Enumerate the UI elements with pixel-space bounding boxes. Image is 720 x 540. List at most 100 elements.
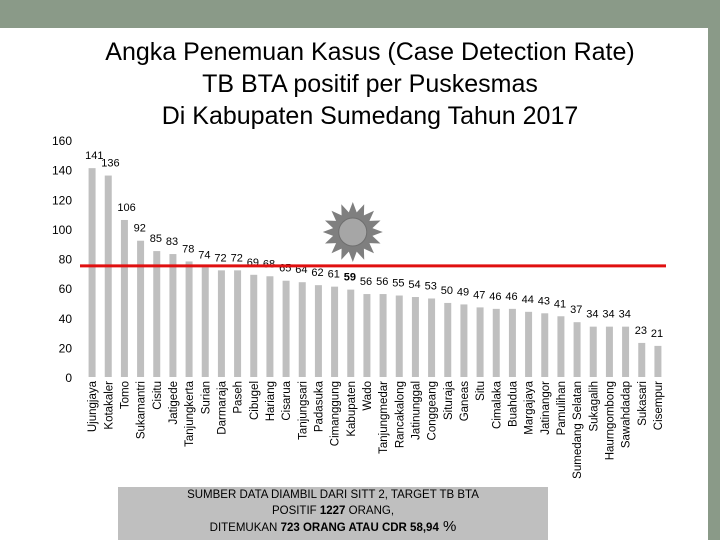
value-label: 78	[182, 243, 194, 255]
y-tick-label: 140	[52, 164, 72, 178]
y-tick-label: 80	[59, 253, 73, 267]
value-label: 136	[101, 158, 119, 170]
value-label: 37	[570, 304, 582, 316]
bar	[347, 289, 355, 377]
bar	[492, 308, 500, 377]
bar	[217, 270, 225, 377]
bar	[185, 261, 193, 377]
bar	[541, 313, 549, 377]
bar	[395, 295, 403, 377]
value-label: 50	[441, 285, 453, 297]
value-label: 41	[554, 298, 566, 310]
bar	[153, 251, 161, 377]
category-label: Jatinangor	[540, 381, 552, 435]
value-label: 56	[376, 276, 388, 288]
bar	[573, 322, 581, 377]
bar	[411, 297, 419, 377]
value-label: 49	[457, 286, 469, 298]
source-line-1: SUMBER DATA DIAMBIL DARI SITT 2, TARGET …	[187, 489, 479, 501]
bar	[557, 316, 565, 377]
badge-core	[338, 217, 368, 247]
value-label: 47	[473, 289, 485, 301]
category-label: Margajaya	[524, 380, 536, 434]
bar	[444, 302, 452, 377]
y-tick-label: 60	[59, 282, 73, 296]
bar	[169, 254, 177, 377]
category-label: Cisarua	[281, 380, 293, 420]
category-label: Tomo	[119, 381, 131, 409]
category-label: Sukasari	[637, 381, 649, 426]
value-label: 62	[311, 267, 323, 279]
bar	[460, 304, 468, 377]
y-tick-label: 40	[59, 312, 73, 326]
source-note: SUMBER DATA DIAMBIL DARI SITT 2, TARGET …	[118, 487, 548, 540]
category-label: Sumedang Selatan	[572, 381, 584, 479]
right-frame-bar	[708, 28, 720, 540]
category-label: Pamulihan	[556, 381, 568, 435]
bar	[266, 276, 274, 377]
value-label: 53	[425, 280, 437, 292]
value-label: 68	[263, 258, 275, 270]
bar	[201, 267, 209, 377]
value-label: 46	[505, 291, 517, 303]
bar	[120, 219, 128, 377]
category-label: Hariang	[265, 381, 277, 421]
category-labels: Ujungjaya Kotakaler Tomo Sukamantri Cisitu Ja…	[87, 380, 665, 478]
value-label: 34	[619, 309, 631, 321]
value-label: 43	[538, 295, 550, 307]
category-label: Jatinunggal	[410, 381, 422, 440]
category-label: Tanjungmedar	[378, 381, 390, 454]
bar	[622, 326, 630, 377]
category-label: Sawahdadap	[621, 381, 633, 448]
value-label: 56	[360, 276, 372, 288]
category-label: Buahdua	[507, 380, 519, 427]
category-label: Situ	[475, 381, 487, 401]
value-label: 54	[408, 279, 420, 291]
category-label: Kotakaler	[103, 381, 115, 430]
category-label: Ujungjaya	[87, 380, 99, 432]
category-label: Sukagalih	[588, 381, 600, 432]
y-tick-label: 120	[52, 193, 72, 207]
bars	[88, 168, 662, 377]
value-label: 61	[328, 269, 340, 281]
y-axis: 0 20 40 60 80 100 120 140 160	[52, 134, 72, 385]
value-label: 34	[602, 309, 614, 321]
bar	[234, 270, 242, 377]
value-label: 59	[344, 272, 356, 284]
source-line-3: DITEMUKAN 723 ORANG ATAU CDR 58,94 %	[209, 518, 457, 535]
value-label: 141	[85, 150, 103, 162]
category-label: Cisempur	[653, 381, 665, 430]
bar	[331, 286, 339, 377]
category-label: Surian	[200, 381, 212, 414]
bar	[476, 307, 484, 377]
value-label: 106	[117, 202, 135, 214]
category-label: Cibugel	[249, 381, 261, 420]
value-label: 21	[651, 328, 663, 340]
chart-title: Angka Penemuan Kasus (Case Detection Rat…	[20, 36, 720, 132]
value-label: 23	[635, 325, 647, 337]
category-label: Situraja	[443, 380, 455, 420]
top-frame-bar	[0, 0, 720, 28]
bar	[104, 175, 112, 377]
category-label: Padasuka	[313, 380, 325, 432]
title-line-2: TB BTA positif per Puskesmas	[202, 70, 538, 98]
bar	[525, 311, 533, 377]
value-label: 46	[489, 291, 501, 303]
value-label: 72	[214, 252, 226, 264]
category-label: Cimanggung	[330, 381, 342, 446]
y-tick-label: 100	[52, 223, 72, 237]
category-label: Cimalaka	[491, 380, 503, 429]
category-label: Rancakalong	[394, 381, 406, 448]
bar	[282, 280, 290, 377]
bar	[314, 285, 322, 377]
bar	[379, 294, 387, 377]
value-label: 55	[392, 278, 404, 290]
bar	[298, 282, 306, 377]
title-line-3: Di Kabupaten Sumedang Tahun 2017	[161, 102, 579, 130]
value-label: 85	[150, 233, 162, 245]
category-label: Sukamantri	[136, 381, 148, 439]
y-tick-label: 160	[52, 134, 72, 148]
category-label: Kabupaten	[346, 381, 358, 437]
category-label: Haurngombong	[604, 381, 616, 460]
